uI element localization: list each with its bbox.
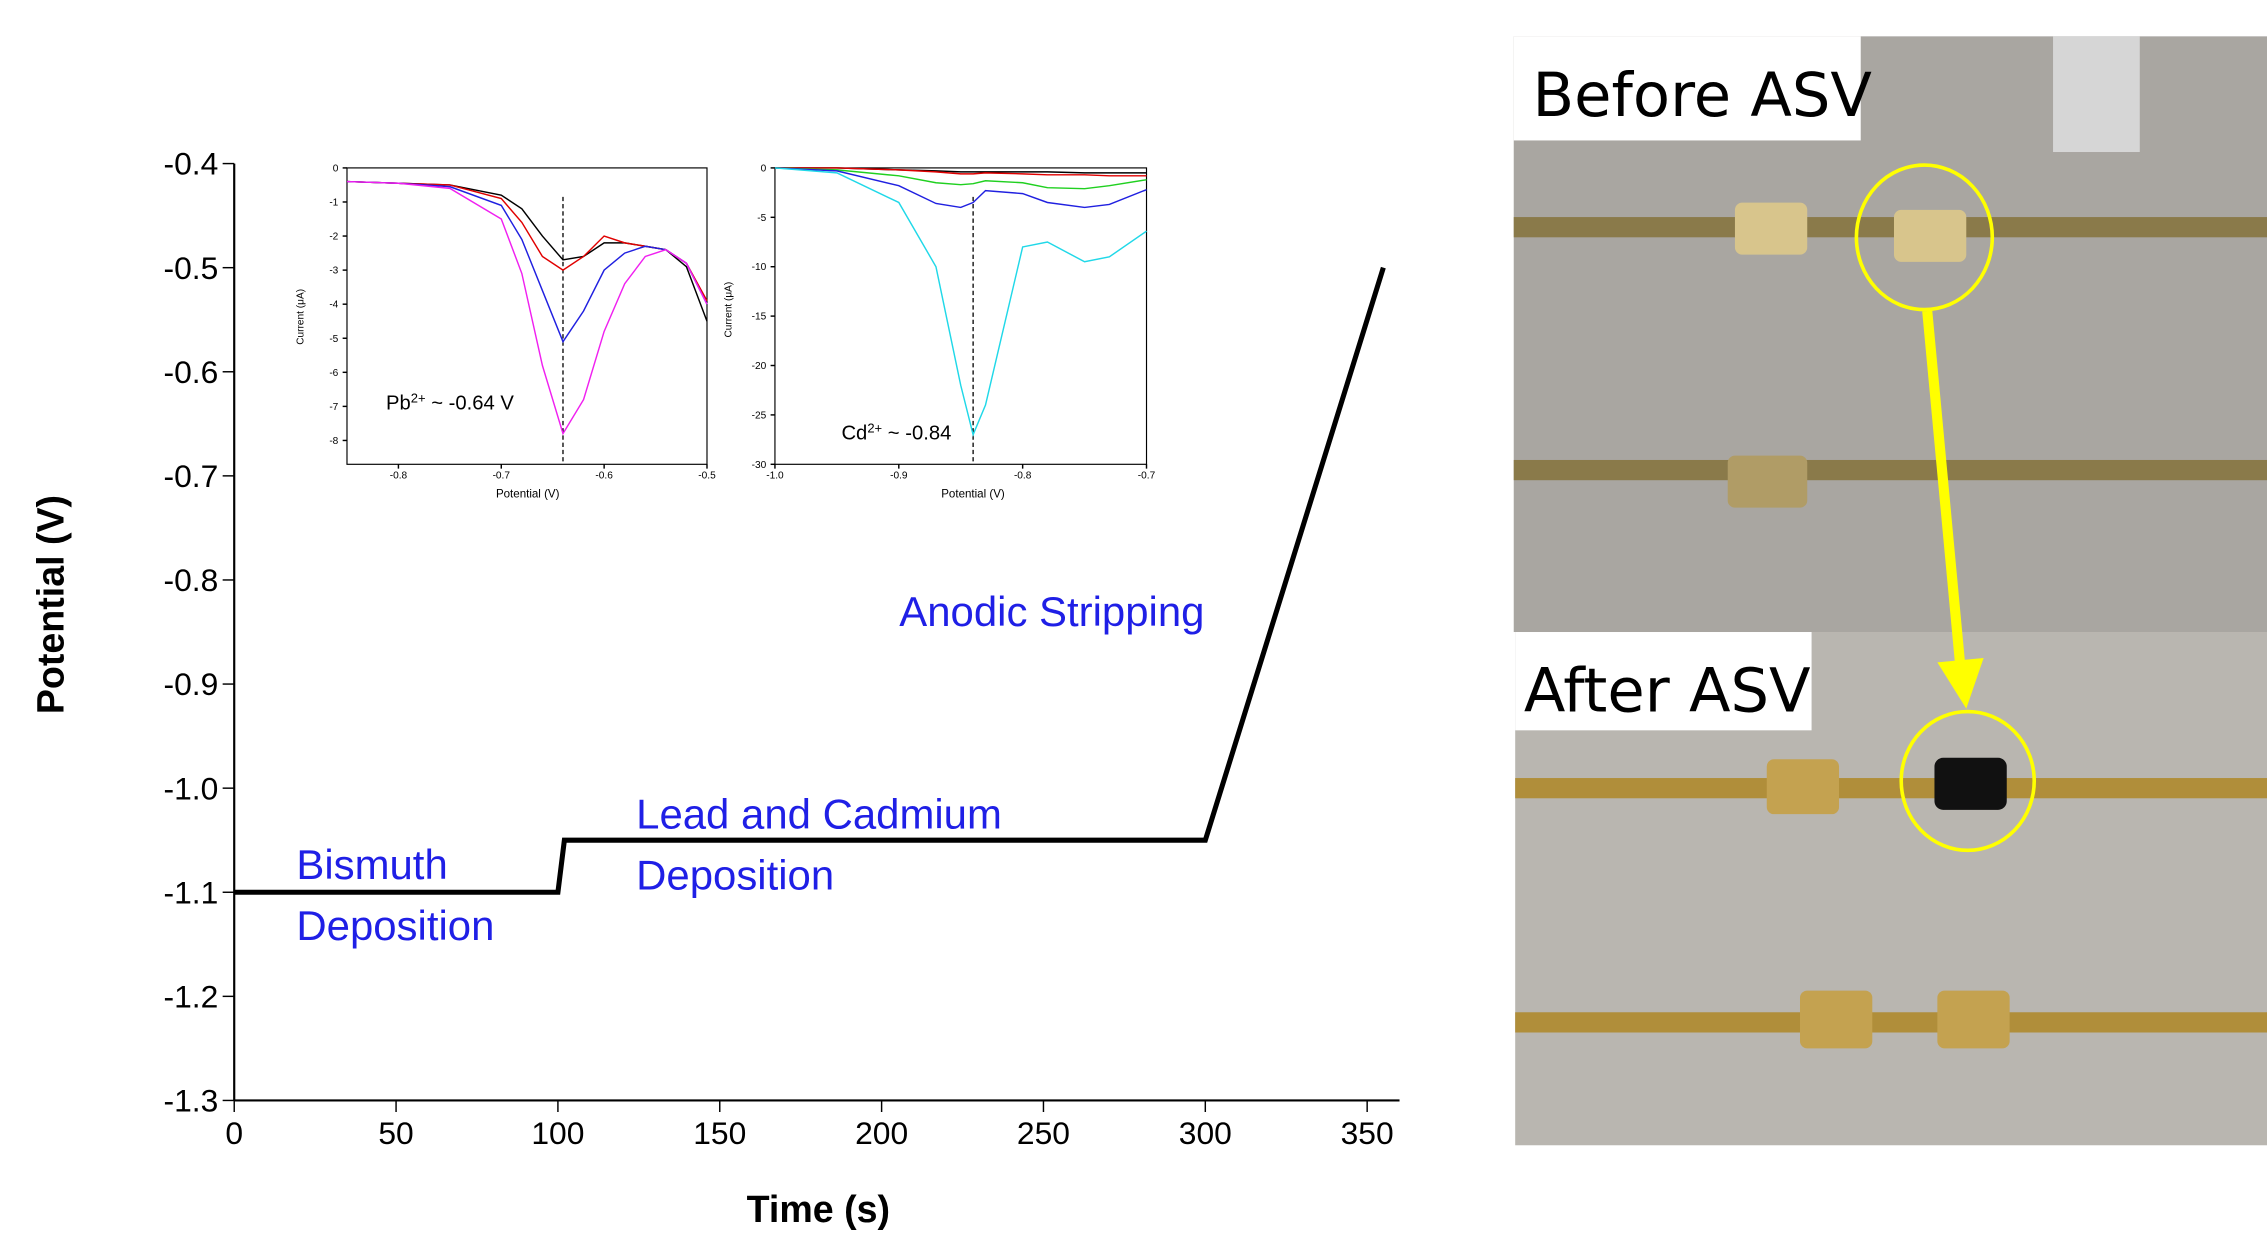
electrode-strip — [1513, 217, 2267, 238]
phase-label: Deposition — [296, 902, 494, 949]
label-box — [1515, 632, 1812, 731]
main-chart: -0.4 -0.5 -0.6 -0.7 -0.8 -0.9 -1.0 -1.1 -1.2 -1.3… — [30, 146, 1400, 1230]
y-tick-label: -7 — [329, 402, 338, 413]
annotation-part: 2+ — [411, 390, 426, 405]
x-tick-label: -1.0 — [766, 471, 784, 482]
phase-label: Deposition — [636, 851, 834, 898]
y-tick-label: -1.0 — [164, 770, 219, 806]
x-tick-label: -0.8 — [390, 471, 408, 482]
x-tick-label: 250 — [1017, 1115, 1070, 1151]
phase-label: Bismuth — [296, 841, 447, 888]
y-tick-label: -1 — [329, 198, 338, 209]
data-line — [346, 180, 708, 344]
x-axis-title: Potential (V) — [496, 489, 560, 501]
electrode-strip — [1515, 778, 2267, 799]
y-tick-label: -0.6 — [164, 354, 219, 390]
data-line — [774, 167, 1147, 190]
y-tick-label: -2 — [329, 232, 338, 243]
y-tick-label: -0.9 — [164, 666, 219, 702]
y-axis-title: Current (μA) — [724, 282, 735, 338]
x-tick-label: -0.6 — [595, 471, 613, 482]
x-tick-label: 50 — [378, 1115, 413, 1151]
inset-chart: 0 -5 -10 -15 -20 -25 -30-1.0 -0.9 -0.8 -0.7 Potent… — [724, 163, 1156, 500]
y-tick-label: -10 — [752, 262, 767, 273]
y-axis-title: Current (μA) — [296, 289, 307, 345]
x-tick-label: 150 — [693, 1115, 746, 1151]
y-tick-label: -0.8 — [164, 562, 219, 598]
tube — [2053, 36, 2140, 153]
data-line — [774, 167, 1147, 177]
y-axis-title: Potential (V) — [30, 495, 72, 714]
y-tick-label: -3 — [329, 266, 338, 277]
x-tick-label: 100 — [531, 1115, 584, 1151]
photo-after: After ASV — [1515, 632, 2267, 1146]
y-tick-label: -1.3 — [164, 1083, 219, 1119]
photo-before: Before ASV — [1513, 36, 2267, 633]
x-tick-label: -0.7 — [1138, 471, 1156, 482]
x-tick-label: 350 — [1341, 1115, 1394, 1151]
electrode-strip — [1515, 1012, 2267, 1033]
label-box — [1513, 36, 1861, 141]
annotation-part: Cd — [841, 423, 867, 445]
arrow-head — [1937, 658, 1984, 709]
highlight-circle — [1854, 163, 1995, 312]
y-tick-label: -0.4 — [164, 146, 219, 182]
y-tick-label: -1.2 — [164, 978, 219, 1014]
photo-label: After ASV — [1524, 657, 1811, 727]
inset-chart: 0 -1 -2 -3 -4 -5 -6 -7 -8 -0.8 -0.7 -0.6 -0.5 Potenti… — [296, 163, 716, 500]
x-axis-title: Potential (V) — [941, 489, 1005, 501]
annotation-part: ~ -0.84 — [882, 423, 951, 445]
y-tick-label: -20 — [752, 361, 767, 372]
annotation: Cd2+ ~ -0.84 — [841, 420, 951, 444]
x-tick-label: -0.5 — [698, 471, 716, 482]
y-tick-label: -6 — [329, 368, 338, 379]
y-tick-label: -30 — [752, 460, 767, 471]
data-line — [346, 180, 708, 436]
y-tick-label: -0.5 — [164, 250, 219, 286]
electrode-pad — [1734, 202, 1808, 255]
x-axis-title: Time (s) — [747, 1188, 890, 1230]
phase-label: Anodic Stripping — [899, 588, 1204, 635]
electrode-pad-dark — [1934, 757, 2007, 810]
photo-label: Before ASV — [1533, 61, 1873, 131]
y-tick-label: -0.7 — [164, 458, 219, 494]
data-line — [774, 167, 1147, 437]
plot-frame — [774, 167, 1148, 465]
x-tick-label: -0.7 — [493, 471, 511, 482]
y-tick-label: -5 — [757, 213, 766, 224]
y-tick-label: -1.1 — [164, 874, 219, 910]
electrode-pad — [1893, 209, 1967, 262]
y-tick-label: -15 — [752, 312, 767, 323]
arrow-shaft — [1922, 310, 1966, 669]
electrode-pad — [1727, 455, 1808, 508]
plot-frame — [346, 167, 708, 465]
y-tick-label: -4 — [329, 300, 338, 311]
electrode-strip — [1513, 459, 2267, 481]
y-tick-label: -25 — [752, 410, 767, 421]
x-tick-label: 200 — [855, 1115, 908, 1151]
electrode-pad — [1766, 759, 1840, 815]
annotation-part: 2+ — [867, 420, 882, 435]
data-line — [774, 167, 1147, 209]
phase-label: Lead and Cadmium — [636, 791, 1002, 838]
y-tick-label: -5 — [329, 334, 338, 345]
y-tick-label: 0 — [761, 163, 767, 174]
x-tick-label: 300 — [1179, 1115, 1232, 1151]
annotation-part: ~ -0.64 V — [426, 392, 515, 414]
annotation: Pb2+ ~ -0.64 V — [386, 390, 514, 415]
x-tick-label: 0 — [225, 1115, 243, 1151]
electrode-pad — [1800, 990, 1873, 1049]
highlight-circle — [1899, 709, 2037, 853]
x-tick-label: -0.8 — [1014, 471, 1032, 482]
data-line — [234, 266, 1386, 895]
annotation-part: Pb — [386, 392, 411, 414]
x-tick-label: -0.9 — [890, 471, 908, 482]
y-tick-label: 0 — [333, 163, 339, 174]
electrode-pad — [1937, 990, 2010, 1049]
y-tick-label: -8 — [329, 436, 338, 447]
